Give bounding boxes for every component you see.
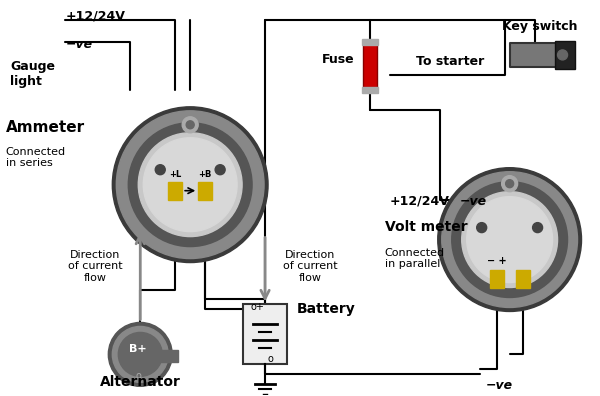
Circle shape <box>467 197 553 282</box>
Circle shape <box>186 121 194 129</box>
Circle shape <box>128 123 252 247</box>
Text: To starter: To starter <box>416 55 484 69</box>
Circle shape <box>155 165 165 175</box>
Text: +12/24V: +12/24V <box>65 10 125 23</box>
Text: +L: +L <box>169 170 181 179</box>
Circle shape <box>452 182 568 297</box>
Text: − +: − + <box>487 255 506 266</box>
Circle shape <box>109 322 172 386</box>
Bar <box>168 182 182 200</box>
Text: B+: B+ <box>130 345 147 354</box>
Text: Gauge
light: Gauge light <box>10 60 55 88</box>
Circle shape <box>506 180 514 188</box>
Bar <box>490 270 503 287</box>
Text: o: o <box>136 371 141 381</box>
Circle shape <box>215 165 225 175</box>
Circle shape <box>476 223 487 232</box>
Bar <box>362 39 378 45</box>
Circle shape <box>438 168 581 312</box>
Text: Volt meter: Volt meter <box>385 220 467 234</box>
Text: +12/24V: +12/24V <box>390 195 450 208</box>
Text: Key switch: Key switch <box>502 20 577 33</box>
Bar <box>509 43 560 67</box>
Text: −ve: −ve <box>486 379 513 392</box>
Text: +B: +B <box>199 170 212 179</box>
Text: −ve: −ve <box>460 195 487 208</box>
Text: Connected
in parallel: Connected in parallel <box>385 248 445 269</box>
Bar <box>160 350 178 362</box>
Text: Connected
in series: Connected in series <box>5 147 65 168</box>
Bar <box>363 43 377 87</box>
Circle shape <box>182 117 198 133</box>
Bar <box>198 182 212 200</box>
Text: Ammeter: Ammeter <box>5 120 85 135</box>
Text: o: o <box>267 354 273 364</box>
Circle shape <box>533 223 542 232</box>
Circle shape <box>138 133 242 236</box>
Bar <box>362 87 378 93</box>
Circle shape <box>442 172 578 307</box>
Circle shape <box>118 332 162 376</box>
Text: Alternator: Alternator <box>100 375 181 389</box>
Text: Direction
of current
flow: Direction of current flow <box>68 249 122 283</box>
Text: Fuse: Fuse <box>322 53 355 67</box>
Circle shape <box>112 326 168 383</box>
Circle shape <box>462 192 557 287</box>
Text: o+: o+ <box>250 303 264 312</box>
Circle shape <box>116 111 264 259</box>
Bar <box>554 41 575 69</box>
Text: Battery: Battery <box>297 303 356 316</box>
Text: Direction
of current
flow: Direction of current flow <box>283 249 337 283</box>
Circle shape <box>557 50 568 60</box>
Circle shape <box>143 138 237 232</box>
Circle shape <box>502 176 518 192</box>
Text: −ve: −ve <box>65 38 92 51</box>
Circle shape <box>112 107 268 263</box>
Bar <box>515 270 530 287</box>
Bar <box>243 305 287 364</box>
